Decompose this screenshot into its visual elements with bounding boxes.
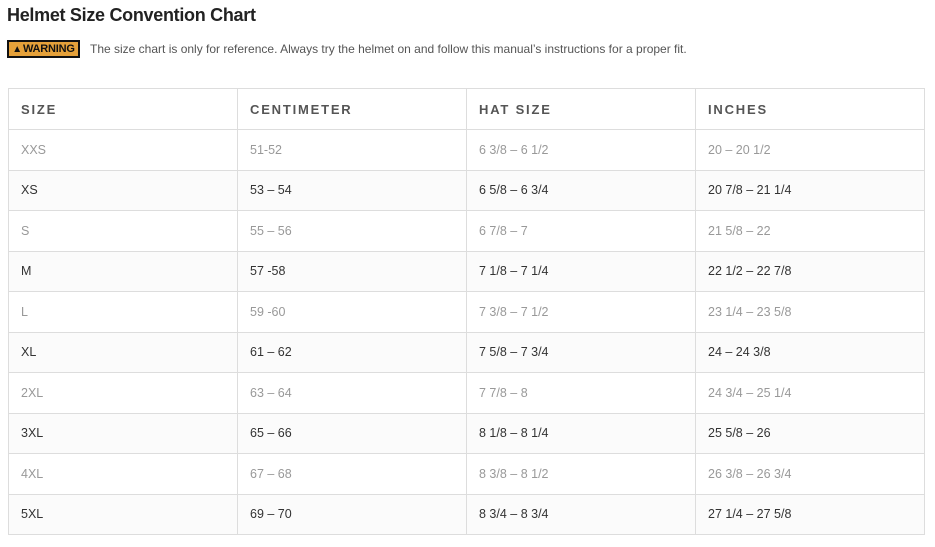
table-row: 4XL 67 – 68 8 3/8 – 8 1/2 26 3/8 – 26 3/4 <box>8 453 925 495</box>
table-cell: 25 5/8 – 26 <box>695 412 925 454</box>
table-cell: 3XL <box>8 412 238 454</box>
table-row: XXS 51-52 6 3/8 – 6 1/2 20 – 20 1/2 <box>8 129 925 171</box>
table-cell: XS <box>8 169 238 211</box>
column-header: HAT SIZE <box>466 88 696 130</box>
table-cell: S <box>8 210 238 252</box>
warning-badge-label: WARNING <box>22 43 75 55</box>
table-cell: 24 – 24 3/8 <box>695 331 925 373</box>
table-cell: 6 7/8 – 7 <box>466 210 696 252</box>
table-cell: 69 – 70 <box>237 493 467 535</box>
table-cell: 57 -58 <box>237 250 467 292</box>
table-row: L 59 -60 7 3/8 – 7 1/2 23 1/4 – 23 5/8 <box>8 291 925 333</box>
table-cell: 53 – 54 <box>237 169 467 211</box>
table-cell: 7 7/8 – 8 <box>466 372 696 414</box>
table-cell: 7 1/8 – 7 1/4 <box>466 250 696 292</box>
table-cell: 67 – 68 <box>237 453 467 495</box>
column-header: CENTIMETER <box>237 88 467 130</box>
table-row: 5XL 69 – 70 8 3/4 – 8 3/4 27 1/4 – 27 5/8 <box>8 493 925 535</box>
table-row: S 55 – 56 6 7/8 – 7 21 5/8 – 22 <box>8 210 925 252</box>
table-cell: 23 1/4 – 23 5/8 <box>695 291 925 333</box>
warning-message: The size chart is only for reference. Al… <box>90 42 687 56</box>
table-cell: 55 – 56 <box>237 210 467 252</box>
table-row: M 57 -58 7 1/8 – 7 1/4 22 1/2 – 22 7/8 <box>8 250 925 292</box>
table-cell: 65 – 66 <box>237 412 467 454</box>
table-cell: 7 3/8 – 7 1/2 <box>466 291 696 333</box>
table-cell: 8 3/8 – 8 1/2 <box>466 453 696 495</box>
table-cell: 2XL <box>8 372 238 414</box>
table-cell: 21 5/8 – 22 <box>695 210 925 252</box>
table-cell: 6 5/8 – 6 3/4 <box>466 169 696 211</box>
table-cell: 51-52 <box>237 129 467 171</box>
table-cell: 59 -60 <box>237 291 467 333</box>
warning-badge: ▲ WARNING <box>7 40 80 58</box>
table-cell: 7 5/8 – 7 3/4 <box>466 331 696 373</box>
table-cell: 61 – 62 <box>237 331 467 373</box>
table-row: 3XL 65 – 66 8 1/8 – 8 1/4 25 5/8 – 26 <box>8 412 925 454</box>
table-cell: 20 – 20 1/2 <box>695 129 925 171</box>
column-header: SIZE <box>8 88 238 130</box>
size-table: SIZE CENTIMETER HAT SIZE INCHES XXS 51-52 6 3… <box>8 88 925 535</box>
table-cell: 22 1/2 – 22 7/8 <box>695 250 925 292</box>
table-cell: 6 3/8 – 6 1/2 <box>466 129 696 171</box>
table-row: XS 53 – 54 6 5/8 – 6 3/4 20 7/8 – 21 1/4 <box>8 169 925 211</box>
table-cell: 5XL <box>8 493 238 535</box>
table-row: 2XL 63 – 64 7 7/8 – 8 24 3/4 – 25 1/4 <box>8 372 925 414</box>
warning-triangle-icon: ▲ <box>12 43 22 55</box>
header-row: SIZE CENTIMETER HAT SIZE INCHES <box>8 88 925 130</box>
table-row: XL 61 – 62 7 5/8 – 7 3/4 24 – 24 3/8 <box>8 331 925 373</box>
table-cell: 8 1/8 – 8 1/4 <box>466 412 696 454</box>
table-cell: 26 3/8 – 26 3/4 <box>695 453 925 495</box>
table-cell: L <box>8 291 238 333</box>
table-cell: 27 1/4 – 27 5/8 <box>695 493 925 535</box>
table-cell: 63 – 64 <box>237 372 467 414</box>
table-cell: XXS <box>8 129 238 171</box>
table-cell: 24 3/4 – 25 1/4 <box>695 372 925 414</box>
table-cell: 20 7/8 – 21 1/4 <box>695 169 925 211</box>
column-header: INCHES <box>695 88 925 130</box>
table-cell: XL <box>8 331 238 373</box>
table-cell: 4XL <box>8 453 238 495</box>
table-cell: 8 3/4 – 8 3/4 <box>466 493 696 535</box>
warning-notice: ▲ WARNING The size chart is only for ref… <box>7 40 687 58</box>
table-cell: M <box>8 250 238 292</box>
page-title: Helmet Size Convention Chart <box>7 5 256 25</box>
